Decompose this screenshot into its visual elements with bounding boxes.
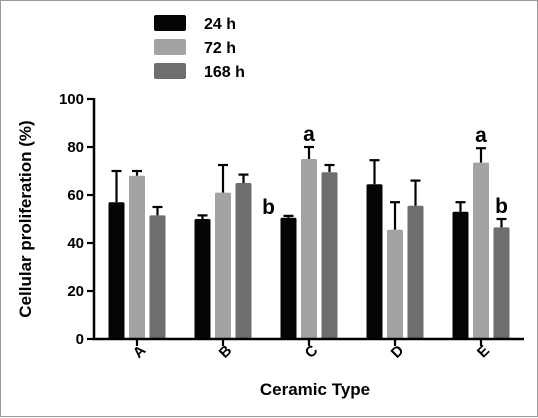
y-tick-label: 60	[67, 187, 84, 204]
bar-2-2	[321, 172, 338, 339]
x-tick-label: A	[130, 342, 150, 362]
bar-2-1	[301, 159, 317, 339]
x-tick-label: B	[216, 342, 236, 362]
bar-1-0	[194, 219, 211, 339]
legend-swatch-1	[154, 39, 186, 55]
legend-label: 72 h	[204, 40, 236, 57]
bar-0-0	[108, 202, 125, 339]
x-tick-label: D	[388, 342, 408, 362]
bar-1-2	[235, 183, 252, 339]
annotation-label: a	[475, 124, 487, 147]
x-tick-label: C	[302, 342, 322, 362]
y-axis-title: Cellular proliferation (%)	[16, 120, 35, 317]
bar-4-1	[473, 162, 489, 339]
x-tick-label: E	[474, 342, 493, 361]
y-tick-label: 80	[67, 139, 84, 156]
bar-3-0	[366, 184, 383, 339]
legend-label: 24 h	[204, 16, 236, 33]
y-tick-label: 40	[67, 235, 84, 252]
annotation-label: a	[303, 123, 315, 146]
bar-2-0	[280, 217, 297, 339]
bar-0-1	[129, 175, 145, 339]
annotation-label: b	[262, 196, 275, 219]
bar-4-0	[452, 211, 469, 339]
bar-3-1	[387, 229, 403, 339]
bar-3-2	[407, 205, 424, 339]
bar-4-2	[493, 227, 510, 339]
annotation-label: b	[495, 195, 508, 218]
legend-label: 168 h	[204, 64, 245, 81]
x-axis-title: Ceramic Type	[260, 380, 370, 399]
legend-swatch-2	[154, 63, 186, 79]
bar-0-2	[149, 215, 166, 339]
y-tick-label: 0	[76, 331, 84, 348]
legend-swatch-0	[154, 15, 186, 31]
y-tick-label: 100	[59, 91, 84, 108]
bar-1-1	[215, 192, 231, 339]
y-tick-label: 20	[67, 283, 84, 300]
